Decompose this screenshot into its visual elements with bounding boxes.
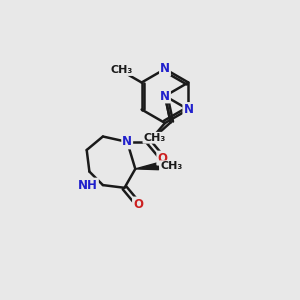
Text: N: N (160, 89, 170, 103)
Text: N: N (183, 103, 194, 116)
Text: N: N (160, 62, 170, 76)
Text: CH₃: CH₃ (111, 65, 133, 75)
Polygon shape (135, 163, 159, 170)
Text: N: N (122, 135, 132, 148)
Text: O: O (133, 197, 143, 211)
Text: CH₃: CH₃ (143, 133, 166, 143)
Text: CH₃: CH₃ (160, 161, 182, 171)
Text: O: O (157, 152, 167, 165)
Text: NH: NH (78, 178, 98, 192)
